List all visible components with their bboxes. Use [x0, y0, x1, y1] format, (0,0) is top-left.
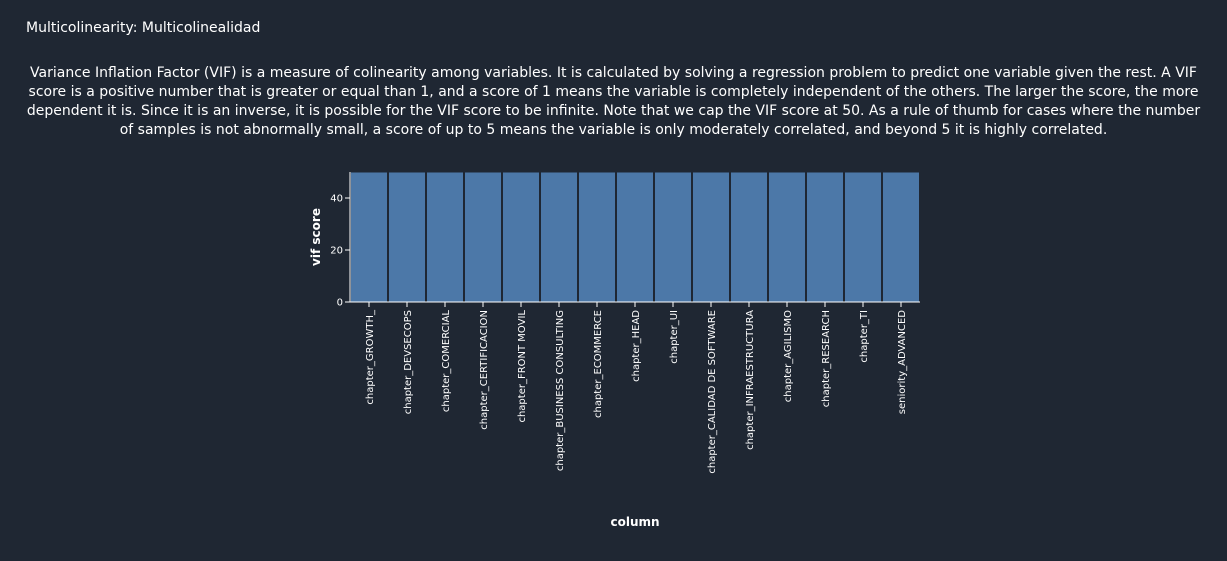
bar — [882, 171, 920, 303]
bar — [616, 171, 654, 303]
bar — [388, 171, 426, 303]
bars-layer — [350, 171, 920, 303]
x-tick-label: chapter_RESEARCH — [821, 310, 832, 407]
y-tick-label: 0 — [337, 298, 343, 309]
x-tick-label: chapter_FRONT MOVIL — [517, 310, 528, 423]
vif-description: Variance Inflation Factor (VIF) is a mea… — [26, 65, 1201, 138]
x-tick-label: chapter_TI — [859, 310, 870, 363]
bar — [768, 171, 806, 303]
panel-title: Multicolinearity: Multicolinealidad — [26, 20, 261, 36]
x-tick-label: chapter_COMERCIAL — [441, 310, 452, 413]
bar — [578, 171, 616, 303]
bar — [540, 171, 578, 303]
bar — [806, 171, 844, 303]
x-tick-label: chapter_ECOMMERCE — [593, 310, 604, 418]
bar — [730, 171, 768, 303]
bar — [464, 171, 502, 303]
x-tick-label: chapter_BUSINESS CONSULTING — [555, 310, 566, 471]
x-tick-label: chapter_GROWTH_ — [365, 309, 376, 405]
x-tick-label: chapter_CERTIFICACION — [479, 310, 490, 430]
x-tick-label: seniority_ADVANCED — [897, 310, 908, 415]
x-tick-label: chapter_UI — [669, 310, 680, 364]
x-ticks: chapter_GROWTH_ chapter_DEVSECOPS chapter_… — [365, 302, 908, 474]
x-tick-label: chapter_DEVSECOPS — [403, 310, 414, 414]
bar — [844, 171, 882, 303]
x-tick-label: chapter_INFRAESTRUCTURA — [745, 310, 756, 450]
bar — [654, 171, 692, 303]
bar — [692, 171, 730, 303]
bar — [350, 171, 388, 303]
bar — [426, 171, 464, 303]
x-axis-title: column — [610, 515, 659, 529]
bar — [502, 171, 540, 303]
y-axis-title: vif score — [309, 208, 323, 266]
x-tick-label: chapter_HEAD — [631, 310, 642, 382]
y-tick-label: 20 — [330, 246, 343, 257]
y-tick-label: 40 — [330, 194, 343, 205]
x-tick-label: chapter_AGILISMO — [783, 310, 794, 402]
x-tick-label: chapter_CALIDAD DE SOFTWARE — [707, 310, 718, 474]
y-ticks: 0 20 40 — [330, 194, 350, 309]
